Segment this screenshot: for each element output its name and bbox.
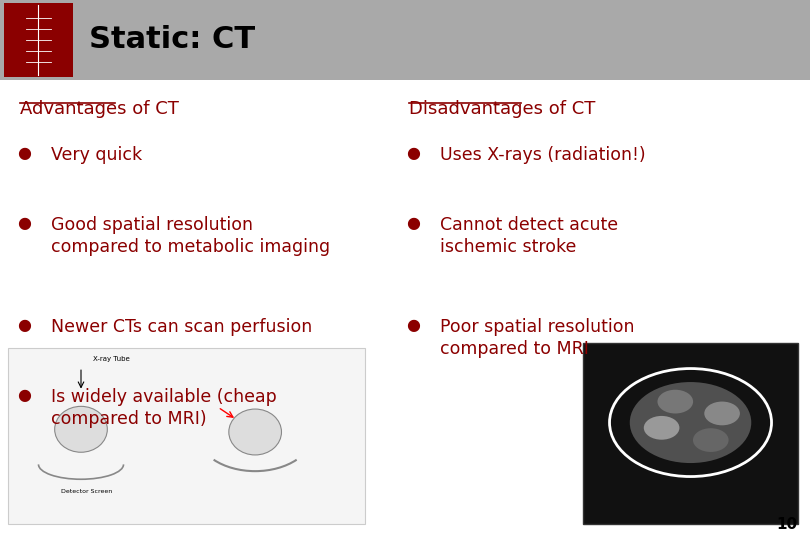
FancyBboxPatch shape [0, 0, 810, 80]
Circle shape [704, 402, 740, 426]
Text: X-ray Tube: X-ray Tube [93, 356, 130, 362]
Text: Cannot detect acute
ischemic stroke: Cannot detect acute ischemic stroke [440, 216, 618, 256]
Circle shape [644, 416, 680, 440]
Text: ●: ● [17, 318, 32, 333]
Text: ●: ● [17, 216, 32, 231]
FancyBboxPatch shape [583, 343, 798, 524]
Text: Detector Screen: Detector Screen [61, 489, 112, 494]
Text: ●: ● [17, 388, 32, 403]
Text: Poor spatial resolution
compared to MRI: Poor spatial resolution compared to MRI [440, 318, 634, 358]
Text: Very quick: Very quick [51, 146, 143, 164]
Ellipse shape [229, 409, 282, 455]
Text: Uses X-rays (radiation!): Uses X-rays (radiation!) [440, 146, 646, 164]
FancyBboxPatch shape [8, 348, 364, 524]
Circle shape [693, 428, 729, 452]
Circle shape [630, 382, 752, 463]
Text: ●: ● [17, 146, 32, 161]
Circle shape [658, 390, 693, 414]
FancyBboxPatch shape [4, 3, 73, 77]
Text: Static: CT: Static: CT [89, 25, 255, 55]
Text: ●: ● [406, 318, 420, 333]
Text: Newer CTs can scan perfusion: Newer CTs can scan perfusion [51, 318, 313, 336]
Text: ●: ● [406, 146, 420, 161]
Text: Disadvantages of CT: Disadvantages of CT [409, 100, 595, 118]
Text: Is widely available (cheap
compared to MRI): Is widely available (cheap compared to M… [51, 388, 277, 428]
Text: 10: 10 [777, 517, 798, 532]
Ellipse shape [54, 407, 107, 453]
Text: Good spatial resolution
compared to metabolic imaging: Good spatial resolution compared to meta… [51, 216, 330, 256]
Text: ●: ● [406, 216, 420, 231]
Text: Advantages of CT: Advantages of CT [20, 100, 179, 118]
